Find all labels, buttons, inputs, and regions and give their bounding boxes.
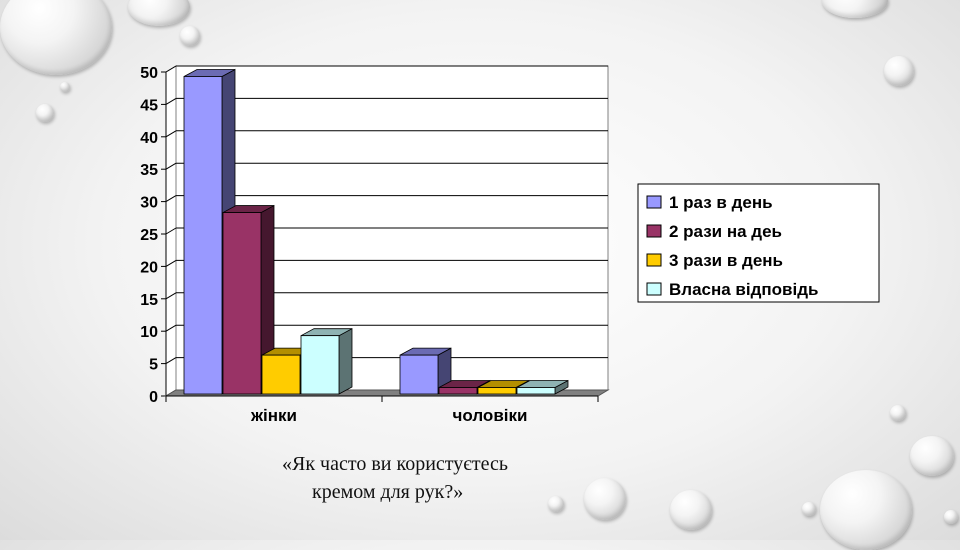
y-tick-label: 40	[140, 130, 158, 147]
bar	[516, 387, 556, 395]
bar	[477, 387, 517, 395]
gridline-side	[165, 195, 177, 203]
chart-legend	[637, 183, 880, 303]
legend-label: 2 рази на деь	[669, 222, 782, 241]
water-drop-icon	[820, 470, 912, 550]
y-tick-label: 20	[140, 259, 158, 276]
y-tick-label: 30	[140, 195, 158, 212]
water-drop-icon	[584, 478, 626, 520]
gridline-side	[165, 324, 177, 332]
water-drop-icon	[60, 82, 70, 92]
y-tick-label: 0	[149, 389, 158, 406]
gridline-side	[165, 162, 177, 170]
x-tick-label: жінки	[250, 406, 297, 425]
legend-swatch	[646, 282, 662, 296]
gridline-side	[165, 292, 177, 300]
y-tick-label: 45	[140, 97, 158, 114]
water-drop-icon	[548, 496, 564, 512]
bar-side	[338, 328, 353, 395]
bar	[438, 387, 478, 395]
water-drop-icon	[180, 26, 200, 46]
gridline-side	[165, 97, 177, 105]
chart-caption: «Як часто ви користуєтесь кремом для рук…	[282, 450, 582, 506]
gridline-side	[165, 130, 177, 138]
y-tick-label: 15	[140, 292, 158, 309]
y-tick-label: 35	[140, 162, 158, 179]
bar	[399, 354, 439, 395]
legend-swatch	[646, 253, 662, 267]
legend-label: 3 рази в день	[669, 251, 783, 270]
bar	[222, 212, 262, 395]
water-drop-icon	[822, 0, 888, 18]
y-tick-label: 50	[140, 65, 158, 82]
x-tick-label: чоловіки	[453, 406, 528, 425]
y-tick-label: 10	[140, 324, 158, 341]
legend-swatch	[646, 195, 662, 209]
gridline-side	[165, 65, 177, 73]
water-drop-icon	[802, 502, 816, 516]
water-drop-icon	[36, 104, 54, 122]
y-tick-label: 5	[149, 357, 158, 374]
gridline-side	[165, 357, 177, 365]
bar	[261, 354, 301, 395]
gridline-side	[165, 227, 177, 235]
water-drop-icon	[944, 510, 958, 524]
water-drop-icon	[670, 490, 712, 530]
caption-line-1: «Як часто ви користуєтесь	[282, 453, 508, 475]
legend-label: Власна відповідь	[669, 280, 818, 299]
water-drop-icon	[0, 0, 112, 75]
water-drop-icon	[890, 405, 906, 421]
bar	[300, 335, 340, 395]
y-tick-label: 25	[140, 227, 158, 244]
gridline-side	[165, 259, 177, 267]
legend-swatch	[646, 224, 662, 238]
caption-line-2: кремом для рук?»	[312, 481, 464, 503]
legend-label: 1 раз в день	[669, 193, 773, 212]
water-drop-icon	[910, 436, 954, 476]
water-drop-icon	[884, 56, 914, 86]
bar	[183, 76, 223, 395]
